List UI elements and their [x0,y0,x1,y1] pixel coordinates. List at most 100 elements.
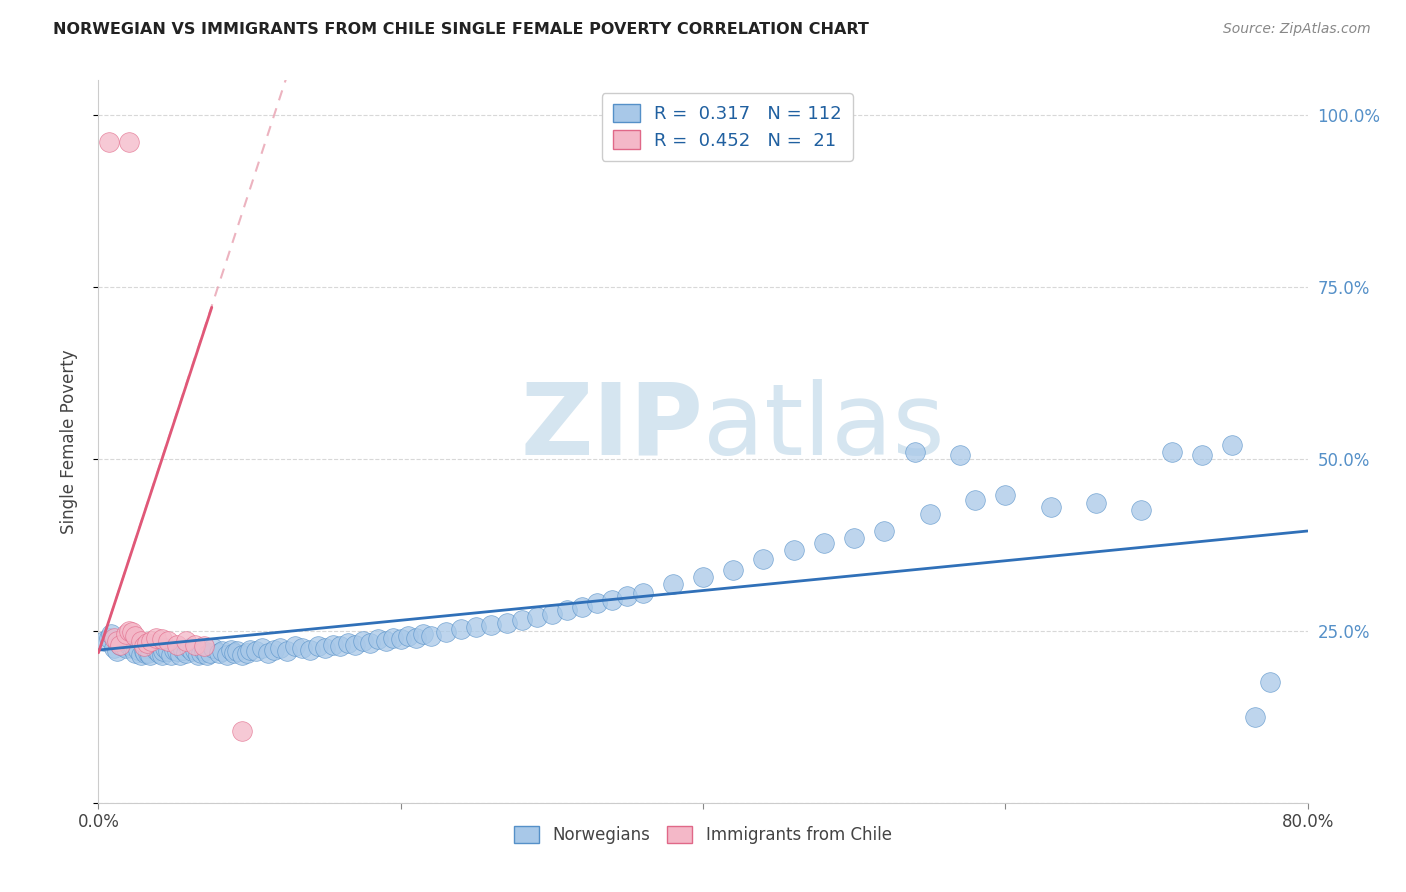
Point [269,640,291,655]
Point [540,607,562,621]
Point [184,638,207,652]
Point [616,590,638,604]
Point [661,577,683,591]
Point [129,634,152,648]
Point [153,640,176,655]
Point [586,596,609,610]
Point [495,615,517,630]
Point [291,640,314,655]
Point [263,643,285,657]
Point [412,627,434,641]
Point [1130,503,1153,517]
Point [322,638,344,652]
Point [226,644,249,658]
Point [918,507,941,521]
Point [510,614,533,628]
Point [166,644,188,658]
Point [103,631,125,645]
Point [103,640,125,655]
Point [221,643,243,657]
Point [118,638,141,652]
Point [169,648,191,662]
Point [211,644,233,658]
Point [631,586,654,600]
Point [141,634,163,648]
Point [360,636,382,650]
Point [374,634,396,648]
Point [135,636,157,650]
Point [200,646,222,660]
Point [752,551,775,566]
Point [602,592,624,607]
Point [783,542,806,557]
Point [122,639,145,653]
Point [382,631,405,645]
Point [195,648,218,662]
Point [142,639,165,653]
Point [136,646,159,660]
Point [250,640,273,655]
Point [111,639,134,653]
Text: Source: ZipAtlas.com: Source: ZipAtlas.com [1223,22,1371,37]
Point [1085,496,1108,510]
Point [152,644,174,658]
Point [193,644,215,658]
Point [156,644,179,658]
Point [124,646,146,660]
Point [121,640,143,655]
Point [150,648,173,662]
Point [314,640,336,655]
Point [121,625,143,640]
Point [965,493,987,508]
Point [1160,445,1182,459]
Point [352,634,374,648]
Point [98,631,121,645]
Point [187,648,209,662]
Point [105,634,128,648]
Point [127,643,149,657]
Point [405,631,427,645]
Point [723,563,745,577]
Point [150,632,173,646]
Point [949,448,972,462]
Point [114,627,136,641]
Point [139,648,162,662]
Point [1258,675,1281,690]
Point [124,629,146,643]
Point [420,629,443,643]
Point [145,643,167,657]
Point [105,644,128,658]
Point [389,632,412,646]
Point [1039,500,1062,514]
Point [396,629,419,643]
Point [166,638,188,652]
Y-axis label: Single Female Poverty: Single Female Poverty [59,350,77,533]
Point [108,638,131,652]
Point [231,648,253,662]
Point [202,640,225,655]
Point [160,648,183,662]
Point [190,646,212,660]
Point [93,634,115,648]
Point [1191,448,1213,462]
Point [994,487,1017,501]
Point [148,646,170,660]
Point [1220,438,1243,452]
Point [813,535,835,549]
Point [231,723,253,738]
Point [235,646,257,660]
Point [110,634,132,648]
Point [184,643,207,657]
Point [367,632,389,646]
Point [181,644,204,658]
Point [156,634,179,648]
Point [239,643,262,657]
Point [307,639,329,653]
Point [134,646,156,660]
Point [108,638,131,652]
Point [284,639,307,653]
Point [344,638,367,652]
Point [208,646,231,660]
Point [224,646,246,660]
Point [98,135,121,149]
